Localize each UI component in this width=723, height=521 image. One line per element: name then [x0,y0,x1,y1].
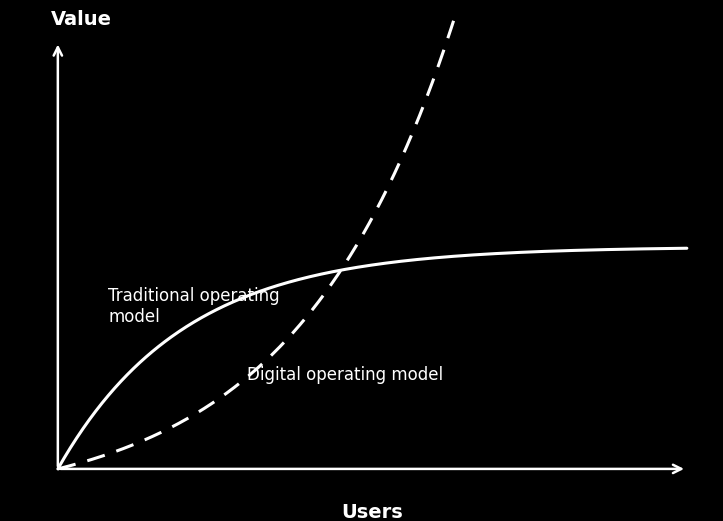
Text: Digital operating model: Digital operating model [247,366,442,384]
Text: Traditional operating
model: Traditional operating model [108,287,280,326]
Text: Users: Users [341,503,403,521]
Text: Value: Value [51,10,111,29]
